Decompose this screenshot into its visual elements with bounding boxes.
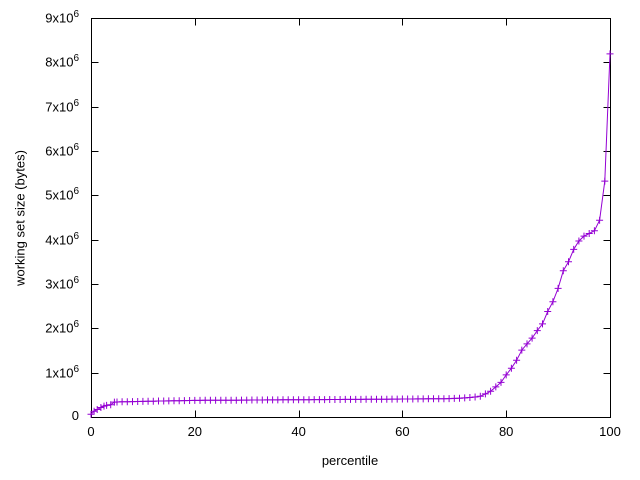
y-tick-label: 9x106: [45, 9, 79, 26]
y-tick-label: 5x106: [45, 186, 79, 203]
x-tick-label: 40: [291, 424, 306, 439]
x-tick-label: 80: [498, 424, 514, 439]
y-tick-label: 3x106: [45, 275, 79, 292]
y-tick-label: 6x106: [45, 142, 79, 159]
axis-ticks: [91, 18, 611, 418]
x-axis-title: percentile: [321, 453, 379, 468]
y-axis-title: working set size (bytes): [12, 150, 28, 286]
x-tick-label: 20: [187, 424, 203, 439]
y-tick-label: 8x106: [45, 53, 79, 70]
y-tick-label: 2x106: [45, 319, 79, 336]
x-tick-label: 60: [395, 424, 410, 439]
data-point-markers: [87, 50, 614, 418]
y-tick-label: 4x106: [45, 230, 79, 247]
x-tick-label: 0: [87, 424, 95, 439]
y-tick-label: 1x106: [45, 363, 79, 380]
x-tick-label: 100: [599, 424, 621, 439]
plot-border: [91, 18, 611, 418]
data-line: [90, 53, 611, 415]
y-tick-label: 7x106: [45, 97, 79, 114]
y-tick-label: 0: [71, 408, 79, 423]
